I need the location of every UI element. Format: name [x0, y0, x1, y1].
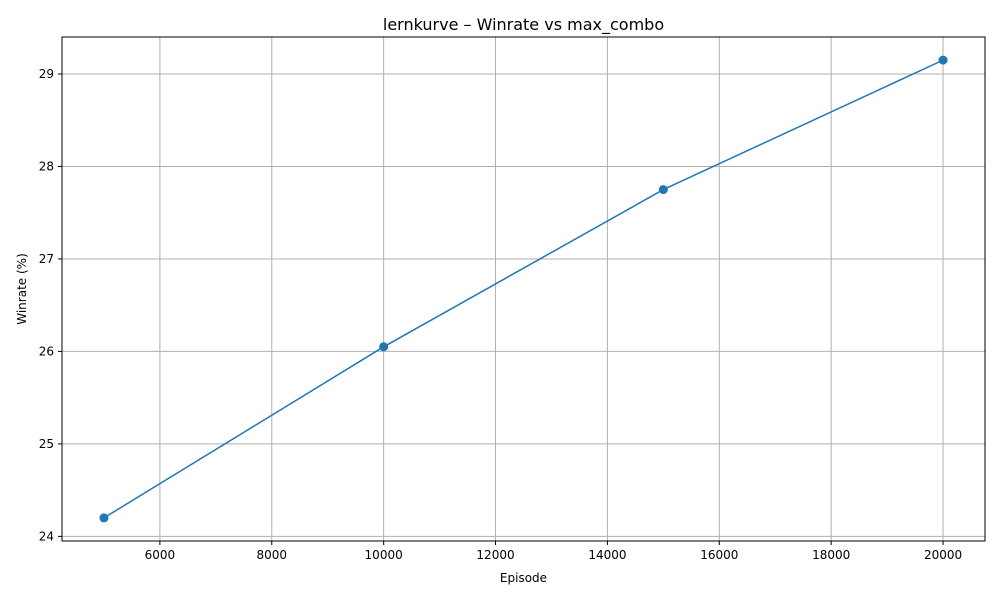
y-tick-label: 25	[39, 437, 54, 451]
ticks: 6000 8000 10000 12000 14000 16000 18000 20000 24…	[39, 67, 962, 562]
data-point	[379, 342, 389, 352]
y-tick-label: 26	[39, 344, 54, 358]
series-line	[103, 59, 944, 519]
chart-title: lernkurve – Winrate vs max_combo	[383, 15, 664, 35]
data-point	[938, 55, 948, 65]
y-tick-label: 28	[39, 159, 54, 173]
grid	[62, 37, 985, 541]
x-tick-label: 10000	[365, 548, 403, 562]
data-point	[99, 513, 109, 523]
x-tick-label: 6000	[145, 548, 176, 562]
x-tick-label: 14000	[588, 548, 626, 562]
series	[99, 55, 948, 523]
x-axis-label: Episode	[500, 571, 547, 585]
axes-frame	[61, 36, 986, 542]
y-tick-label: 27	[39, 252, 54, 266]
x-tick-label: 8000	[256, 548, 287, 562]
y-tick-label: 29	[39, 67, 54, 81]
x-tick-label: 12000	[476, 548, 514, 562]
y-tick-label: 24	[39, 529, 54, 543]
y-axis-label: Winrate (%)	[15, 253, 29, 325]
x-tick-label: 20000	[924, 548, 962, 562]
x-tick-label: 18000	[812, 548, 850, 562]
data-point	[658, 185, 668, 195]
x-tick-label: 16000	[700, 548, 738, 562]
